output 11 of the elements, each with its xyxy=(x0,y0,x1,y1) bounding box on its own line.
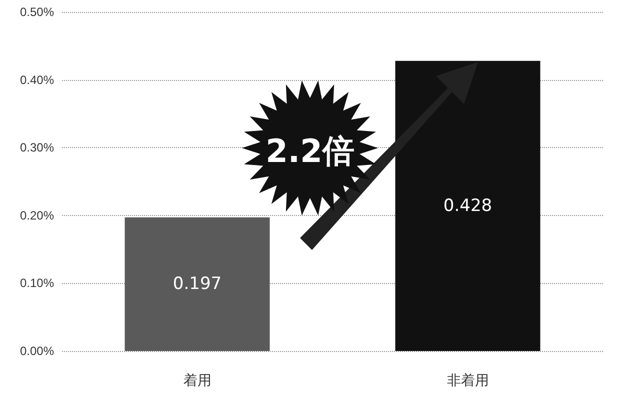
y-tick-label: 0.10% xyxy=(20,276,54,290)
y-tick-label: 0.20% xyxy=(20,208,54,222)
x-tick-label: 着用 xyxy=(183,372,212,388)
y-tick-label: 0.40% xyxy=(20,72,54,87)
data-label: 0.428 xyxy=(443,196,492,216)
annotation: 2.2倍 xyxy=(264,131,356,172)
y-tick-label: 0.50% xyxy=(20,5,54,19)
data-label: 0.197 xyxy=(172,274,222,294)
x-tick-label: 非着用 xyxy=(446,372,489,388)
y-tick-label: 0.00% xyxy=(20,344,54,358)
y-tick-label: 0.30% xyxy=(20,140,54,155)
